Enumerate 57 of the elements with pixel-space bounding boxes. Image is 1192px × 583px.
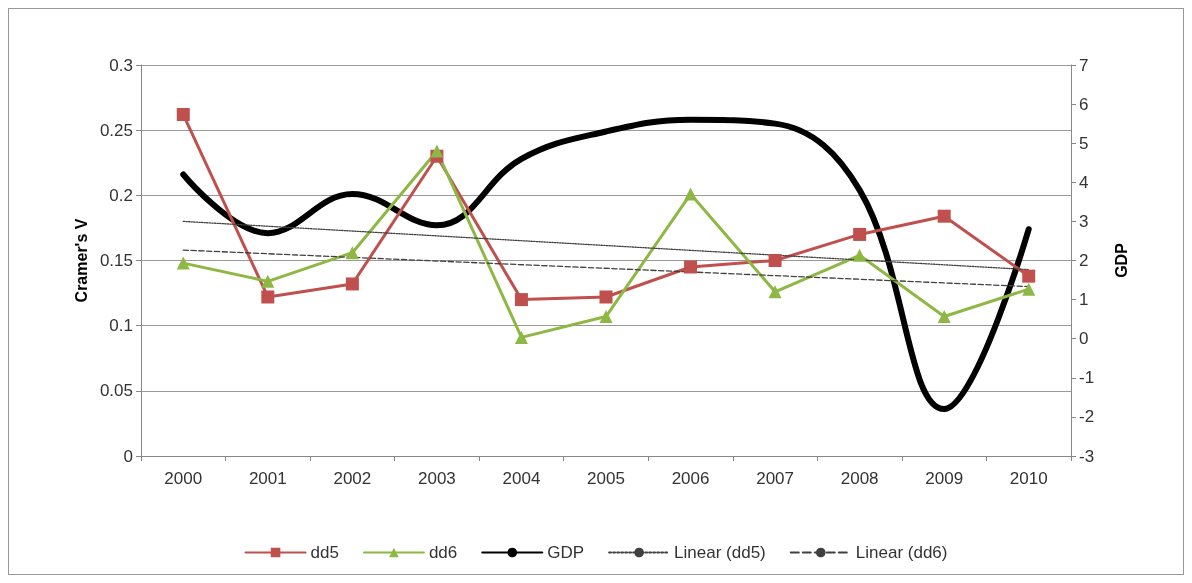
point [853, 227, 867, 241]
y2-tick-label: 1 [1079, 290, 1089, 310]
x-tick-label: 2001 [248, 469, 287, 488]
x-tick-label: 2002 [333, 469, 372, 488]
point [345, 246, 359, 260]
point [176, 256, 190, 270]
y-tick-label: 0.3 [109, 55, 133, 75]
point [599, 310, 613, 324]
point [514, 330, 528, 344]
y-tick-label: 0 [123, 446, 133, 466]
x-tick-label: 2009 [925, 469, 964, 488]
y-tick-label: 0.15 [99, 251, 133, 270]
legend-label: dd5 [310, 543, 339, 562]
point [768, 285, 782, 299]
y2-tick-label: 0 [1079, 329, 1089, 349]
y2-tick-label: -1 [1079, 368, 1095, 388]
point [768, 254, 782, 267]
x-tick-label: 2005 [587, 469, 625, 488]
y2-tick-label: 6 [1079, 94, 1089, 114]
x-tick-label: 2007 [756, 469, 794, 488]
point [853, 248, 867, 262]
legend-label: GDP [547, 543, 585, 562]
point [514, 293, 528, 307]
y2-tick-label: -2 [1079, 407, 1095, 427]
x-tick-label: 2000 [164, 469, 203, 488]
y2-tick-label: -3 [1079, 446, 1095, 466]
x-tick-label: 2004 [502, 469, 541, 488]
point [684, 260, 698, 274]
legend-label: Linear (dd6) [855, 543, 948, 562]
x-tick-label: 2010 [1009, 469, 1048, 488]
x-tick-label: 2008 [840, 469, 879, 488]
point [430, 144, 444, 158]
legend-label: Linear (dd5) [674, 543, 766, 562]
legend-label: dd6 [428, 543, 458, 562]
point [1022, 282, 1036, 296]
point [345, 277, 359, 291]
point [261, 290, 275, 304]
y2-tick-label: 7 [1079, 55, 1089, 75]
point [684, 187, 698, 201]
y-tick-label: 0.1 [109, 316, 133, 336]
x-tick-label: 2003 [418, 469, 456, 488]
point [1022, 269, 1036, 283]
y-axis-title: Cramer's V [72, 218, 90, 303]
point [261, 274, 275, 288]
y-tick-label: 0.05 [99, 381, 133, 401]
y2-axis-title: GDP [1112, 242, 1130, 278]
y-tick-label: 0.2 [109, 185, 133, 205]
x-tick-label: 2006 [671, 469, 710, 488]
y2-tick-label: 4 [1079, 172, 1089, 192]
point [599, 290, 613, 304]
point [937, 209, 951, 223]
y2-tick-label: 5 [1079, 133, 1089, 153]
y-tick-label: 0.25 [99, 120, 133, 140]
point [176, 108, 190, 122]
y2-tick-label: 3 [1079, 211, 1089, 231]
point [937, 310, 951, 324]
y2-tick-label: 2 [1079, 251, 1089, 270]
